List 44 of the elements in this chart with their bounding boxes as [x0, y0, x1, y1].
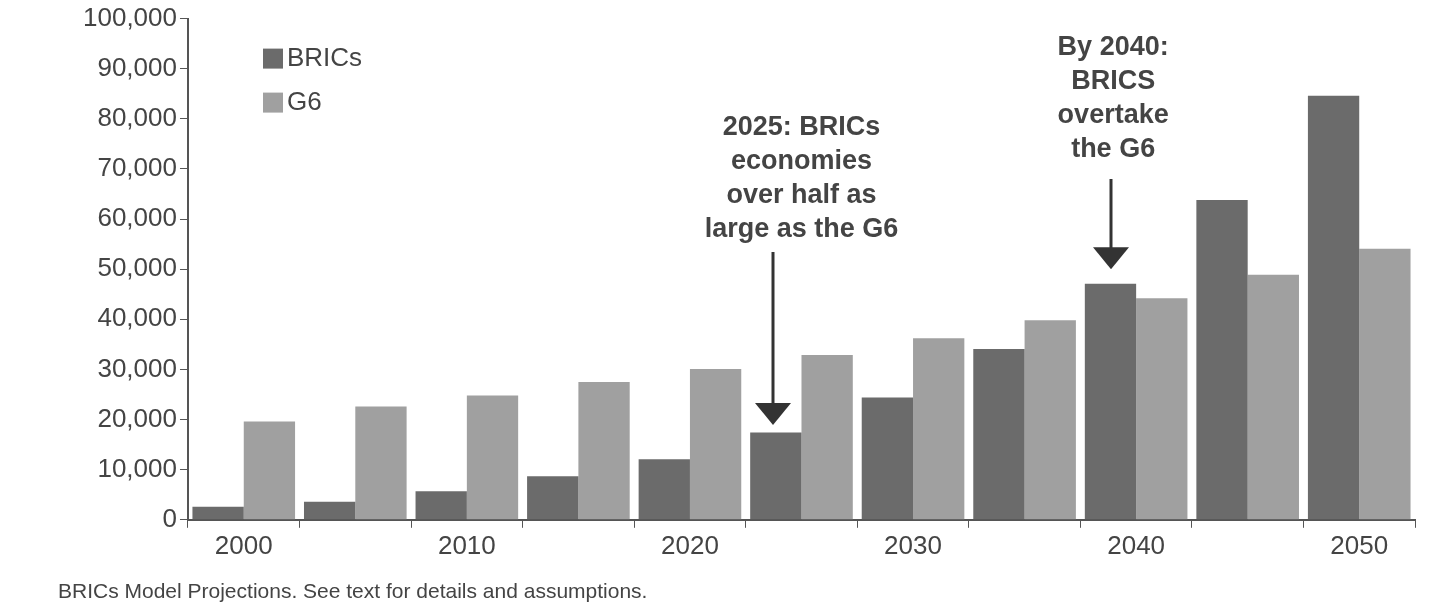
annotation: By 2040: BRICS overtake the G6	[1057, 30, 1169, 163]
bar	[973, 348, 1025, 520]
y-tick-label: 40,000	[97, 302, 177, 333]
bar	[415, 491, 467, 520]
y-tick-label: 100,000	[83, 1, 177, 32]
y-tick-label: 10,000	[97, 452, 177, 483]
bar	[578, 381, 630, 520]
bar	[913, 338, 965, 520]
bar	[466, 395, 519, 520]
x-tick-label: 2050	[1330, 529, 1389, 560]
bar	[1247, 274, 1299, 520]
y-tick-label: 50,000	[97, 252, 177, 283]
x-tick-label: 2040	[1107, 529, 1166, 560]
y-tick-label: 90,000	[97, 51, 177, 82]
bar	[1136, 298, 1188, 520]
bar	[303, 501, 356, 520]
bar	[527, 476, 579, 520]
bar	[1084, 283, 1137, 520]
bar	[1307, 95, 1360, 520]
bar	[638, 459, 690, 520]
y-tick-label: 20,000	[97, 402, 177, 433]
legend-label: BRICs	[286, 41, 363, 72]
x-tick-label: 2000	[214, 529, 273, 560]
bar	[355, 406, 407, 520]
bar	[861, 397, 914, 520]
y-tick-label: 60,000	[97, 202, 177, 233]
y-tick-label: 0	[162, 502, 177, 533]
bar	[243, 421, 296, 520]
y-tick-label: 70,000	[97, 152, 177, 183]
bar	[1024, 320, 1076, 520]
bar	[1359, 248, 1411, 520]
bar	[689, 368, 742, 520]
y-tick-label: 30,000	[97, 352, 177, 383]
x-tick-label: 2030	[884, 529, 942, 560]
legend-label: G6	[286, 85, 322, 116]
x-tick-label: 2020	[661, 529, 719, 560]
text: BRICs Model Projections. See text for details and assumptions.	[57, 579, 648, 603]
bar	[192, 506, 244, 520]
bar	[750, 432, 802, 520]
y-tick-label: 80,000	[97, 102, 177, 133]
bar	[801, 354, 853, 520]
bar	[1196, 200, 1248, 520]
annotation: 2025: BRICs economies over half as large as the G6	[704, 110, 899, 243]
x-tick-label: 2010	[437, 529, 496, 560]
